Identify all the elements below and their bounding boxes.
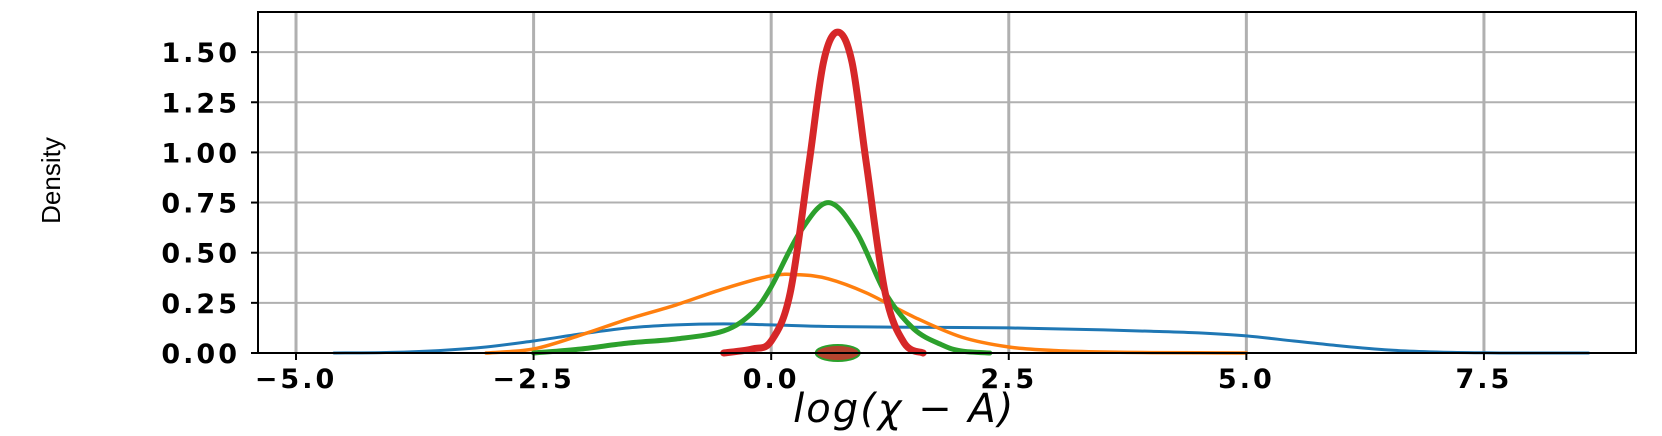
y-tick-label: 1.00 xyxy=(161,138,240,169)
x-tick-label: 5.0 xyxy=(1218,364,1275,395)
y-tick-label: 0.25 xyxy=(161,289,240,320)
density-curves xyxy=(332,28,1590,357)
y-tick-label: 0.00 xyxy=(161,339,240,370)
plot-frame xyxy=(257,11,1637,354)
y-tick-label: 1.25 xyxy=(161,88,240,119)
density-series-line xyxy=(720,28,927,357)
y-tick-labels: 0.00 0.25 0.50 0.75 1.00 1.25 1.50 xyxy=(161,38,258,370)
grid-lines xyxy=(258,12,1636,354)
y-tick-label: 0.75 xyxy=(161,189,240,220)
density-series-line xyxy=(484,272,1249,355)
y-axis-title: Density xyxy=(36,137,66,224)
x-tick-label: 2.5 xyxy=(980,364,1037,395)
x-tick-labels: −5.0 −2.5 0.0 2.5 5.0 7.5 xyxy=(255,353,1513,395)
x-tick-label: 0.0 xyxy=(743,364,800,395)
x-axis-title: log(χ − A) xyxy=(793,386,1015,432)
y-tick-label: 0.50 xyxy=(161,239,240,270)
y-tick-label: 1.50 xyxy=(161,38,240,69)
x-tick-label: 7.5 xyxy=(1456,364,1513,395)
x-tick-label: −2.5 xyxy=(492,364,574,395)
x-tick-label: −5.0 xyxy=(255,364,337,395)
density-series-line xyxy=(332,322,1590,355)
